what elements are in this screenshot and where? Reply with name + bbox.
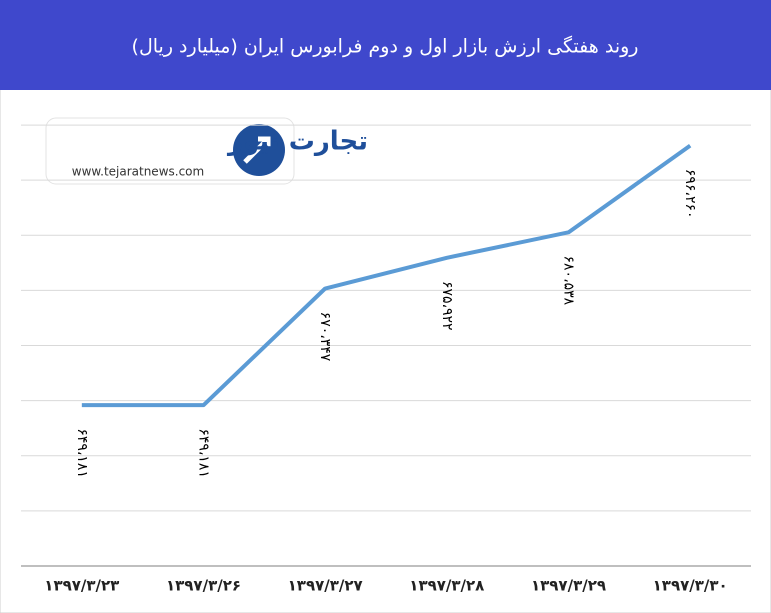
data-label: ۶۴۹،۱۸۱ [196,428,212,478]
header-band [0,0,771,90]
line [81,144,692,408]
logo-name: تجارت نیوز [226,127,368,157]
data-label: ۶۸۰،۵۳۸ [561,256,577,306]
data-label: ۶۹۶،۲۶۰ [682,169,698,219]
x-tick-label: ۱۳۹۷/۳/۲۸ [409,577,484,595]
data-label: ۶۷۰،۳۴۷ [317,312,333,362]
logo: تجارت نیوز www.tejaratnews.com [45,117,368,185]
x-tick-label: ۱۳۹۷/۳/۲۹ [531,577,606,595]
logo-arrow [243,136,271,164]
logo-box [45,117,295,185]
x-tick-label: ۱۳۹۷/۳/۲۶ [166,577,241,595]
logo-url: www.tejaratnews.com [72,165,204,179]
data-label: ۶۴۹،۱۸۱ [74,428,90,478]
x-tick-label: ۱۳۹۷/۳/۳۰ [653,577,728,595]
data-label: ۶۷۵،۹۲۲ [439,281,455,331]
x-tick-label: ۱۳۹۷/۳/۲۳ [44,577,119,595]
chart-title: روند هفتگی ارزش بازار اول و دوم فرابورس … [132,35,639,58]
x-tick-label: ۱۳۹۷/۳/۲۷ [288,577,363,595]
